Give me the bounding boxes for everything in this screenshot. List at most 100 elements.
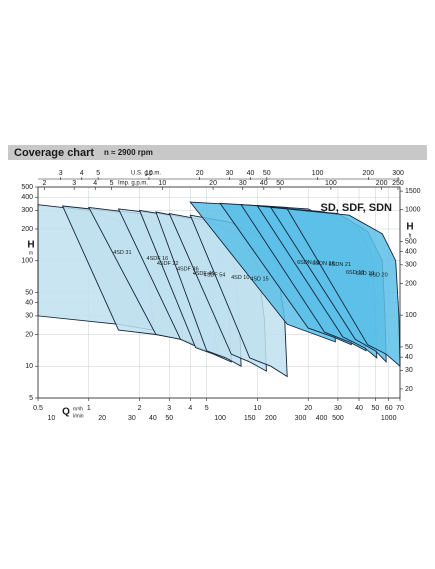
x2-tick-label: 200 bbox=[376, 180, 388, 187]
x2-tick-label: 30 bbox=[239, 180, 247, 187]
x2-tick-label: 10 bbox=[158, 180, 166, 187]
chart-title: Coverage chart bbox=[14, 147, 94, 159]
series-label: 6SD 19 bbox=[356, 271, 374, 277]
series-label: 4SDF 22 bbox=[157, 261, 179, 267]
x2-tick-label: 100 bbox=[312, 170, 324, 177]
pump-region bbox=[286, 208, 401, 368]
y-tick-label: 50 bbox=[25, 289, 33, 296]
x-unit: m³/h bbox=[73, 406, 83, 412]
x2-tick-label: 30 bbox=[225, 170, 233, 177]
x2-tick-label: 20 bbox=[196, 170, 204, 177]
x2-tick-label: 10 bbox=[145, 170, 153, 177]
x2-tick-label: 250 bbox=[392, 180, 404, 187]
x-tick-label: 30 bbox=[334, 405, 342, 412]
y2-tick-label: 1500 bbox=[405, 188, 421, 195]
x2-tick-label: 150 bbox=[244, 415, 256, 422]
x-tick-label: 40 bbox=[355, 405, 363, 412]
chart-subtitle: n ≈ 2900 rpm bbox=[104, 148, 153, 157]
x2-tick-label: 5 bbox=[110, 180, 114, 187]
x2-tick-label: 40 bbox=[247, 170, 255, 177]
x2-tick-label: 100 bbox=[214, 415, 226, 422]
y2-tick-label: 200 bbox=[405, 280, 417, 287]
y2-tick-label: 500 bbox=[405, 238, 417, 245]
y2-tick-label: 40 bbox=[405, 354, 413, 361]
x2-unit: l/min bbox=[73, 413, 84, 419]
series-label: 4SD 15 bbox=[250, 277, 268, 283]
x2-tick-label: 2 bbox=[43, 180, 47, 187]
x2-tick-label: 3 bbox=[59, 170, 63, 177]
y-tick-label: 40 bbox=[25, 300, 33, 307]
series-label: 6SD 20 bbox=[369, 272, 387, 278]
x2-tick-label: 4 bbox=[80, 170, 84, 177]
y2-tick-label: 1000 bbox=[405, 207, 421, 214]
series-label: 4SDF 46 bbox=[193, 271, 215, 277]
x-tick-label: 50 bbox=[371, 405, 379, 412]
x-tick-label: 2 bbox=[138, 405, 142, 412]
y-tick-label: 500 bbox=[21, 184, 33, 191]
series-label: 4SDF 54 bbox=[204, 272, 226, 278]
x-tick-label: 10 bbox=[254, 405, 262, 412]
plot-frame bbox=[37, 186, 401, 399]
x2-tick-label: 200 bbox=[363, 170, 375, 177]
y-tick-label: 400 bbox=[21, 194, 33, 201]
x2-tick-label: 40 bbox=[149, 415, 157, 422]
x-tick-label: 70 bbox=[396, 405, 404, 412]
series-label: 6SDN 16 bbox=[312, 261, 334, 267]
annotation: SD, SDF, SDN bbox=[320, 202, 392, 214]
header-bar bbox=[8, 145, 427, 160]
series-label: 4SDF 36 bbox=[177, 266, 199, 272]
x-tick-label: 20 bbox=[304, 405, 312, 412]
y-tick-label: 300 bbox=[21, 207, 33, 214]
series-label: 6SD 18 bbox=[346, 270, 364, 276]
y2-unit: ft bbox=[409, 233, 412, 239]
x2-tick-label: 50 bbox=[263, 170, 271, 177]
x2-tick-label: 1000 bbox=[381, 415, 397, 422]
x-tick-label: 1 bbox=[87, 405, 91, 412]
series-label: 6SDN 21 bbox=[329, 262, 351, 268]
series-label: 4SDF 16 bbox=[147, 256, 169, 262]
x2-tick-label: 3 bbox=[72, 180, 76, 187]
y-tick-label: 20 bbox=[25, 331, 33, 338]
x2-tick-label: 20 bbox=[98, 415, 106, 422]
series-label: 4SD 31 bbox=[113, 250, 131, 256]
x2-tick-label: 200 bbox=[265, 415, 277, 422]
y-unit: m bbox=[29, 250, 33, 256]
x2-tick-label: 5 bbox=[96, 170, 100, 177]
x-tick-label: 5 bbox=[205, 405, 209, 412]
y2-tick-label: 100 bbox=[405, 312, 417, 319]
y-tick-label: 5 bbox=[29, 395, 33, 402]
x2-tick-label: 30 bbox=[128, 415, 136, 422]
y2-tick-label: 400 bbox=[405, 248, 417, 255]
x2-tick-label: 50 bbox=[276, 180, 284, 187]
x2-tick-label: 100 bbox=[325, 180, 337, 187]
x2-axis-label: Imp. g.p.m. bbox=[118, 181, 148, 187]
x2-tick-label: 400 bbox=[316, 415, 328, 422]
y-tick-label: 100 bbox=[21, 258, 33, 265]
y2-tick-label: 20 bbox=[405, 386, 413, 393]
x2-tick-label: 40 bbox=[260, 180, 268, 187]
x-tick-label: 0.5 bbox=[33, 405, 43, 412]
y2-tick-label: 300 bbox=[405, 262, 417, 269]
x-tick-label: 60 bbox=[385, 405, 393, 412]
x2-tick-label: 300 bbox=[392, 170, 404, 177]
x2-axis-label: U.S. g.p.m. bbox=[131, 171, 161, 177]
y2-tick-label: 50 bbox=[405, 344, 413, 351]
y2-tick-label: 30 bbox=[405, 367, 413, 374]
y-tick-label: 30 bbox=[25, 313, 33, 320]
x-tick-label: 3 bbox=[167, 405, 171, 412]
x-label: Q bbox=[62, 407, 70, 418]
x-tick-label: 4 bbox=[188, 405, 192, 412]
y2-label: H bbox=[406, 222, 413, 233]
x2-tick-label: 500 bbox=[332, 415, 344, 422]
x2-tick-label: 50 bbox=[165, 415, 173, 422]
x2-tick-label: 10 bbox=[47, 415, 55, 422]
series-label: 4SD 10 bbox=[231, 275, 249, 281]
y-tick-label: 200 bbox=[21, 226, 33, 233]
series-label: 6SDN 12 bbox=[297, 260, 319, 266]
y-tick-label: 10 bbox=[25, 363, 33, 370]
x2-tick-label: 20 bbox=[209, 180, 217, 187]
y-label: H bbox=[27, 240, 34, 251]
x2-tick-label: 300 bbox=[295, 415, 307, 422]
x2-tick-label: 4 bbox=[93, 180, 97, 187]
